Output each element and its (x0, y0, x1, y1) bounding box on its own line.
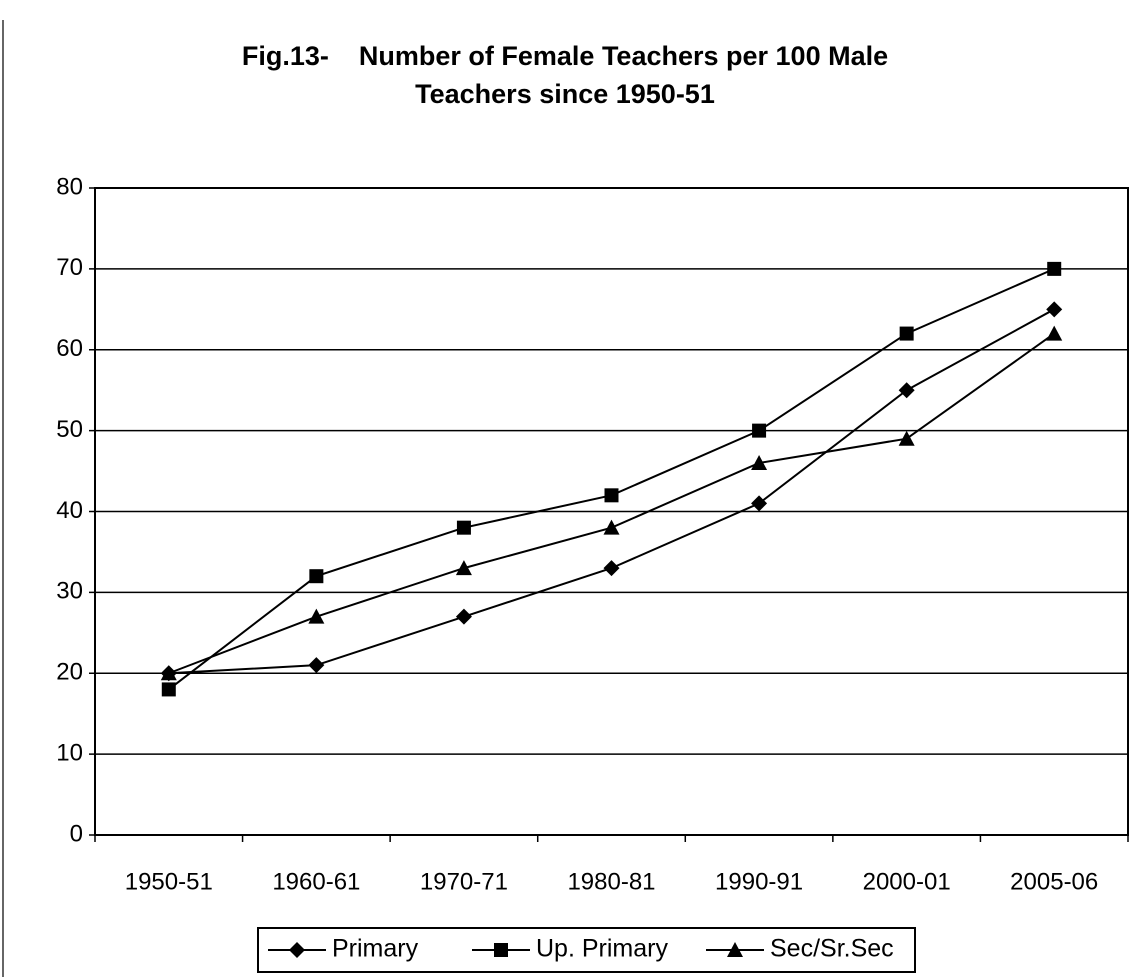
point (161, 682, 176, 697)
point (751, 495, 768, 512)
point (455, 608, 472, 625)
point (1046, 301, 1063, 318)
point (160, 665, 177, 681)
x-tick-label: 1950-51 (125, 868, 213, 895)
point (1046, 325, 1063, 341)
y-tick-label: 10 (56, 739, 83, 766)
x-tick-label: 1990-91 (715, 868, 803, 895)
point (603, 560, 620, 577)
x-tick-label: 2005-06 (1010, 868, 1098, 895)
legend-marker (494, 943, 508, 957)
chart-title: Teachers since 1950-51 (415, 79, 715, 109)
chart-title: Fig.13- Number of Female Teachers per 10… (242, 41, 888, 71)
series-line (168, 267, 1055, 691)
point (308, 608, 325, 624)
y-tick-label: 70 (56, 254, 83, 281)
point (309, 569, 324, 584)
legend-label: Sec/Sr.Sec (770, 935, 894, 963)
point (604, 488, 619, 503)
y-tick-label: 30 (56, 578, 83, 605)
point (1047, 261, 1062, 276)
point (899, 326, 914, 341)
legend-label: Up. Primary (536, 935, 668, 963)
y-tick-label: 60 (56, 335, 83, 362)
point (898, 430, 915, 446)
y-tick-label: 80 (56, 173, 83, 200)
series-line (168, 332, 1055, 675)
x-tick-label: 2000-01 (863, 868, 951, 895)
y-tick-label: 20 (56, 659, 83, 686)
point (752, 423, 767, 438)
point (603, 519, 620, 535)
y-tick-label: 0 (70, 820, 83, 847)
legend-box (257, 927, 916, 973)
point (456, 520, 471, 535)
y-tick-label: 40 (56, 497, 83, 524)
point (751, 454, 768, 470)
legend-marker (727, 942, 743, 957)
point (308, 657, 325, 674)
x-tick-label: 1960-61 (272, 868, 360, 895)
legend-marker (289, 942, 305, 958)
x-tick-label: 1980-81 (567, 868, 655, 895)
point (455, 560, 472, 576)
point (898, 382, 915, 399)
x-tick-label: 1970-71 (420, 868, 508, 895)
y-tick-label: 50 (56, 416, 83, 443)
legend-label: Primary (332, 935, 419, 963)
